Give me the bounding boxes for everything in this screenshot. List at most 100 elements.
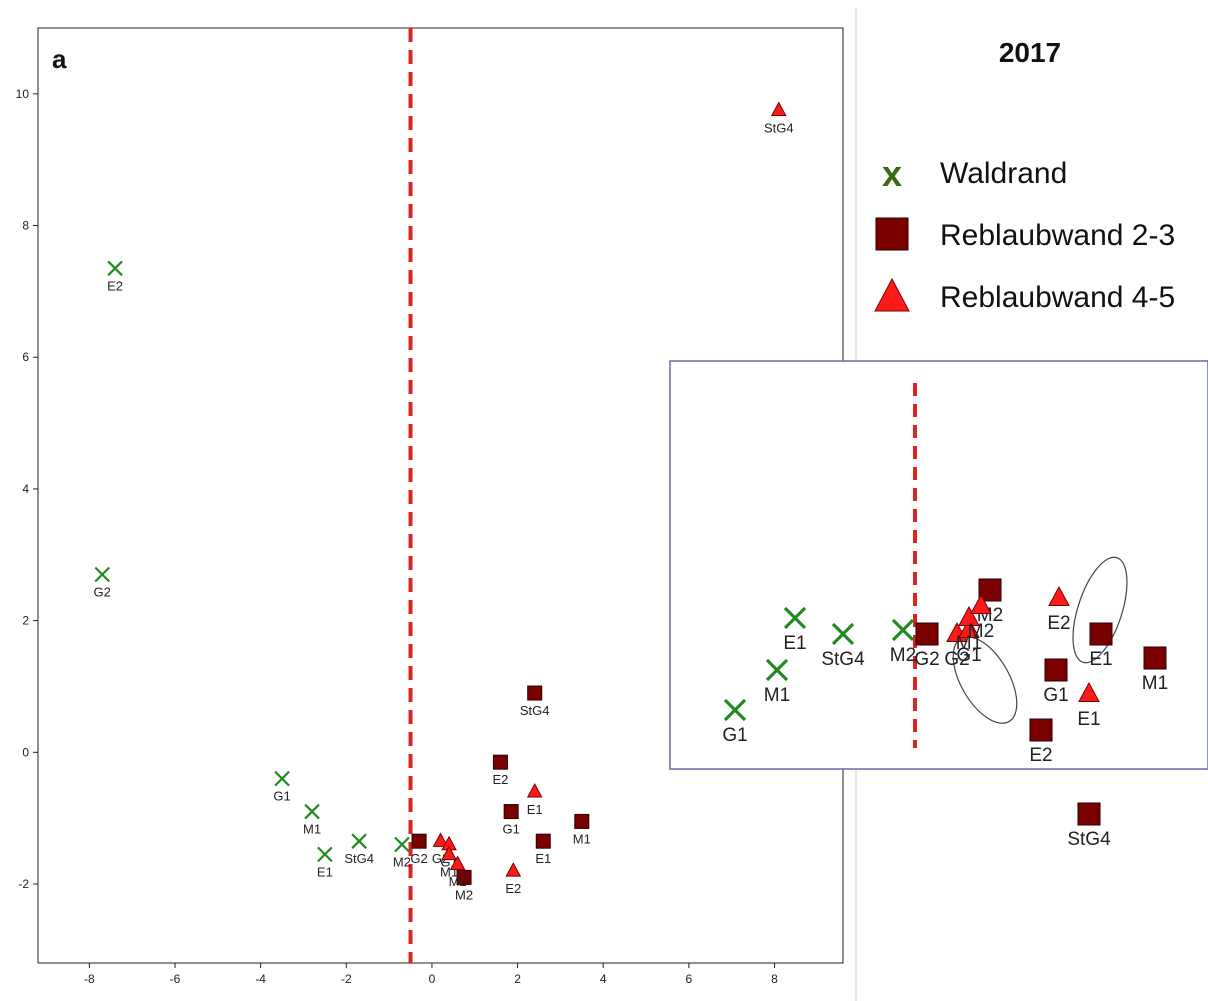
- point-label: M1: [303, 822, 321, 837]
- point-label: G1: [502, 822, 519, 837]
- inset-point-x: [783, 606, 807, 630]
- inset-point-square: [1029, 718, 1053, 742]
- legend-label: Waldrand: [940, 157, 1067, 190]
- point-square: [574, 813, 590, 829]
- inset-point-label: G1: [722, 725, 747, 746]
- inset-point-label: M1: [1142, 673, 1168, 694]
- point-x: [317, 846, 333, 863]
- x-tick-label: 2: [514, 972, 521, 986]
- x-tick-label: -8: [84, 972, 95, 986]
- panel-letter: a: [52, 44, 67, 74]
- inset-point-label: E2: [1029, 745, 1052, 766]
- y-tick-label: 2: [22, 614, 29, 628]
- point-x: [274, 770, 290, 787]
- legend: x Waldrand Reblaubwand 2-3 Reblaubwand 4-5: [874, 153, 1175, 314]
- legend-marker-triangle: [874, 277, 910, 312]
- point-triangle: [770, 101, 787, 117]
- point-label: M1: [573, 831, 591, 846]
- y-tick-label: 0: [22, 745, 29, 759]
- inset-point-square: [1089, 622, 1113, 646]
- point-label: StG4: [764, 120, 794, 135]
- point-label: E1: [535, 851, 551, 866]
- inset-point-x: [831, 622, 855, 646]
- inset-point-label: G1: [1043, 685, 1068, 706]
- inset-point-triangle: [1048, 585, 1070, 606]
- point-label: M2: [449, 874, 467, 889]
- point-x: [351, 833, 367, 849]
- point-triangle: [432, 832, 449, 847]
- point-label: M2: [455, 887, 473, 902]
- point-label: E2: [107, 278, 123, 293]
- legend-item: Reblaubwand 2-3: [875, 217, 1175, 252]
- x-tick-label: 8: [771, 972, 778, 986]
- point-x: [107, 260, 123, 277]
- point-label: E2: [505, 881, 521, 896]
- inset-point-label: E1: [783, 633, 806, 654]
- legend-label: Reblaubwand 4-5: [940, 281, 1175, 314]
- point-x: [94, 566, 111, 583]
- point-square: [503, 804, 519, 820]
- y-tick-label: 8: [22, 219, 29, 233]
- inset-point-label: M2: [890, 645, 916, 666]
- inset-point-x: [891, 618, 915, 642]
- point-label: StG4: [520, 703, 550, 718]
- inset-point-label: M2: [968, 621, 994, 642]
- x-tick-label: 6: [686, 972, 693, 986]
- y-tick-label: -2: [18, 877, 29, 891]
- point-square: [535, 833, 551, 849]
- y-tick-label: 4: [22, 482, 29, 496]
- point-triangle: [449, 855, 466, 870]
- point-label: E1: [527, 802, 543, 817]
- point-label: StG4: [344, 851, 374, 866]
- x-tick-label: -2: [341, 972, 352, 986]
- inset-point-label: E1: [1089, 649, 1112, 670]
- point-label: E2: [492, 772, 508, 787]
- y-tick-label: 10: [16, 87, 30, 101]
- inset-point-label: StG4: [821, 649, 865, 670]
- point-square: [492, 754, 508, 770]
- inset-point-square: [915, 622, 939, 646]
- point-label: M2: [393, 854, 411, 869]
- point-label: E1: [317, 864, 333, 879]
- legend-item: x Waldrand: [882, 153, 1067, 194]
- inset-frame: [669, 360, 1208, 770]
- point-square: [527, 685, 543, 701]
- inset-point-triangle: [958, 617, 980, 638]
- inset-point-triangle: [970, 593, 992, 614]
- inset-group-ellipse: [1072, 556, 1128, 664]
- legend-marker-square: [875, 217, 909, 251]
- legend-label: Reblaubwand 2-3: [940, 219, 1175, 252]
- point-label: G2: [94, 585, 111, 600]
- point-label: G1: [273, 789, 290, 804]
- inset-point-label: M1: [764, 685, 790, 706]
- inset-point-square: [1044, 658, 1068, 682]
- point-x: [394, 836, 410, 853]
- inset-point-label: E1: [1077, 709, 1100, 730]
- inset-point-label: G2: [944, 649, 969, 670]
- inset-point-x: [723, 698, 747, 722]
- inset-point-label: G2: [914, 649, 939, 670]
- inset-point-triangle: [958, 605, 980, 626]
- inset-point-square: [1143, 646, 1167, 670]
- point-x: [304, 803, 320, 820]
- point-triangle: [526, 783, 543, 798]
- point-triangle: [441, 845, 457, 861]
- point-triangle: [505, 862, 522, 877]
- legend-marker-x: x: [882, 153, 902, 194]
- x-tick-label: 4: [600, 972, 607, 986]
- y-tick-label: 6: [22, 350, 29, 364]
- inset-point-label: StG4: [1067, 829, 1111, 850]
- inset-point-label: M1: [956, 633, 982, 654]
- inset-point-label: G1: [956, 645, 981, 666]
- x-tick-label: -6: [170, 972, 181, 986]
- x-tick-label: 0: [429, 972, 436, 986]
- inset-point-label: E2: [1047, 613, 1070, 634]
- inset-point-square: [978, 578, 1002, 602]
- point-label: G2: [410, 851, 427, 866]
- inset-point-x: [765, 658, 789, 682]
- legend-item: Reblaubwand 4-5: [874, 277, 1175, 314]
- inset-point-triangle: [1078, 681, 1100, 702]
- point-square: [456, 869, 472, 885]
